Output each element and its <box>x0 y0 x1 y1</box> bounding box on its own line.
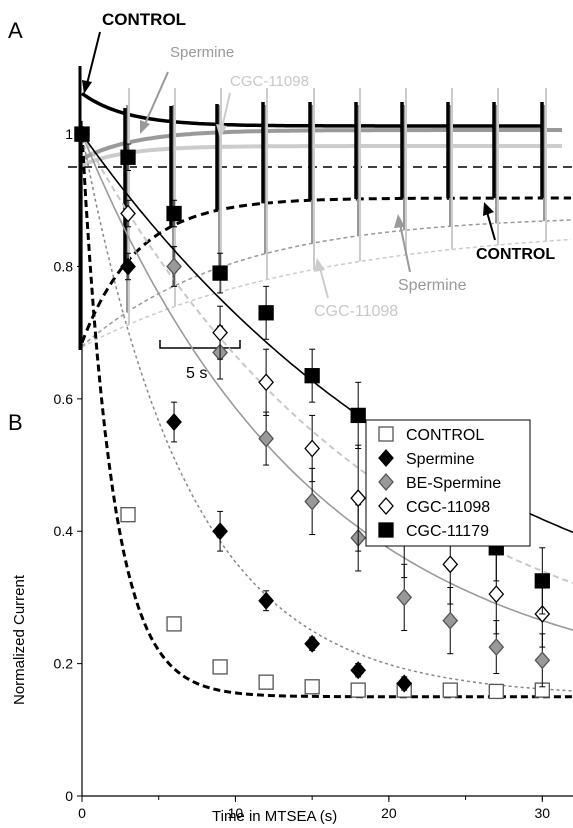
data-point-spermine <box>350 661 367 680</box>
y-tick-label: 0.8 <box>54 258 74 274</box>
data-point-be-spermine <box>534 651 551 670</box>
data-point-be-spermine <box>396 588 413 607</box>
spermine-bottom-label: Spermine <box>398 277 467 294</box>
y-tick-label: 0.2 <box>54 656 74 672</box>
data-point-cgc-11179 <box>212 265 228 281</box>
data-point-spermine <box>212 522 228 541</box>
spermine-top-arrow <box>140 71 169 134</box>
spermine-lower-envelope <box>81 219 572 347</box>
panel-a-letter: A <box>8 18 23 43</box>
fit-curve-control <box>80 134 573 699</box>
control-top-arrow <box>82 31 101 94</box>
data-point-control <box>120 507 136 523</box>
y-tick-label: 0.6 <box>54 391 74 407</box>
spermine-upper-trace <box>81 128 562 161</box>
y-tick-label: 0.4 <box>54 523 74 539</box>
spermine-bottom-arrow <box>394 214 411 273</box>
panel-b-chart: 00.20.40.60.810 10 20 30CONTROLSpermineBE-S… <box>54 120 573 821</box>
data-point-control <box>350 682 366 698</box>
legend-label-control: CONTROL <box>406 427 484 444</box>
panel-b: B 00.20.40.60.810 10 20 30CONTROLSpermineBE… <box>8 120 573 825</box>
cgc-upper-trace <box>81 144 562 167</box>
panel-a-traces <box>68 66 573 350</box>
data-point-cgc-11098 <box>212 323 228 342</box>
control-bottom-label: CONTROL <box>476 246 555 263</box>
control-top-label: CONTROL <box>102 10 186 29</box>
legend-marker-spermine <box>378 449 394 467</box>
data-point-cgc-11179 <box>534 573 550 589</box>
data-point-cgc-11098 <box>488 585 505 604</box>
data-point-cgc-11098 <box>350 489 367 508</box>
data-point-cgc-11179 <box>350 407 366 424</box>
data-point-be-spermine <box>488 638 505 657</box>
data-point-cgc-11179 <box>74 126 90 142</box>
panel-b-letter: B <box>8 410 23 435</box>
legend-label-spermine: Spermine <box>406 451 475 468</box>
data-point-control <box>304 679 320 695</box>
scale-bar-label: 5 s <box>186 365 207 382</box>
data-point-cgc-11098 <box>258 373 274 392</box>
scale-bar <box>159 340 241 349</box>
legend-label-cgc-11179: CGC-11179 <box>406 523 489 540</box>
legend: CONTROL Spermine BE-Spermine CGC-11098 CGC-1… <box>365 419 531 547</box>
data-point-cgc-11179 <box>166 205 182 222</box>
x-tick-label: 0 <box>78 805 86 821</box>
legend-marker-cgc-11179 <box>378 522 394 538</box>
data-point-control <box>212 659 228 675</box>
data-point-cgc-11179 <box>258 305 274 321</box>
spermine-top-label: Spermine <box>170 44 234 61</box>
data-point-be-spermine <box>304 492 321 511</box>
data-point-cgc-11179 <box>120 149 136 165</box>
data-point-spermine <box>304 634 321 653</box>
y-tick-label: 0 <box>65 788 73 804</box>
x-tick-label: 10 <box>228 805 244 821</box>
data-point-control <box>488 683 504 700</box>
y-tick-label: 1 <box>65 126 73 142</box>
data-point-control <box>166 616 182 632</box>
data-point-spermine <box>166 413 182 432</box>
data-point-cgc-11098 <box>120 204 136 223</box>
data-point-spermine <box>120 257 136 276</box>
fit-curve-be-spermine <box>81 133 573 631</box>
data-point-control <box>258 674 274 690</box>
data-point-be-spermine <box>258 429 274 448</box>
data-point-cgc-11179 <box>304 368 320 384</box>
cgc-bottom-arrow <box>314 258 329 299</box>
data-point-spermine <box>396 674 413 693</box>
data-point-cgc-11098 <box>442 555 459 574</box>
data-point-be-spermine <box>166 257 182 276</box>
data-point-be-spermine <box>442 611 459 630</box>
cgc-top-label: CGC-11098 <box>230 73 309 90</box>
y-axis-label: Normalized Current <box>11 574 28 705</box>
fit-curve-spermine <box>81 133 573 692</box>
legend-marker-cgc-11098 <box>378 497 394 515</box>
x-axis-label: Time in MTSEA (s) <box>212 808 337 825</box>
cgc-bottom-label: CGC-11098 <box>314 303 398 320</box>
legend-label-cgc-11098: CGC-11098 <box>406 499 490 516</box>
cgc-lower-envelope <box>81 238 572 348</box>
legend-label-be-spermine: BE-Spermine <box>406 475 501 492</box>
x-tick-label: 30 <box>535 805 551 821</box>
data-point-spermine <box>258 591 274 610</box>
legend-marker-control <box>378 426 394 442</box>
control-lower-envelope <box>80 196 571 344</box>
legend-marker-be-spermine <box>378 473 394 491</box>
panel-a: A CONTROL Spermine CGC-11098 CONTROL Spe… <box>8 10 573 382</box>
data-point-cgc-11098 <box>304 439 321 458</box>
data-point-control <box>442 682 458 698</box>
x-tick-label: 20 <box>381 805 397 821</box>
control-bottom-arrow <box>483 202 496 241</box>
cgc-top-arrow <box>216 92 231 138</box>
